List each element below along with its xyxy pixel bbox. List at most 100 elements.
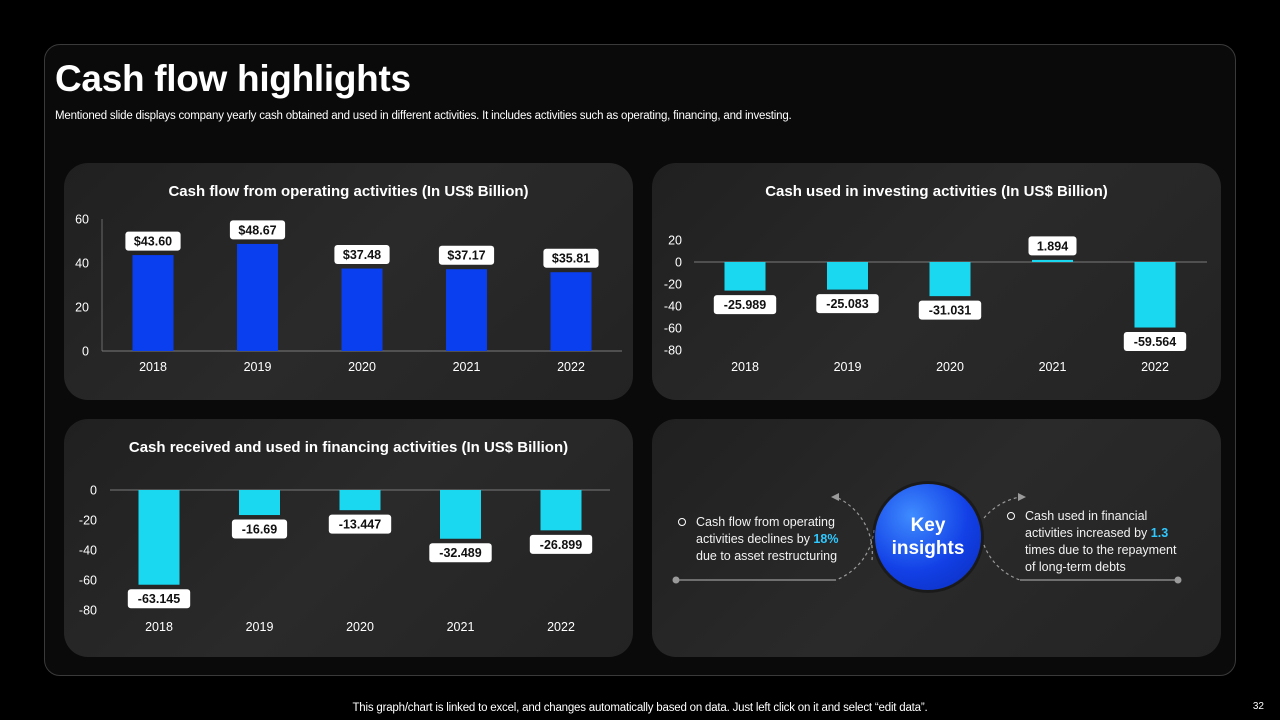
bar-2020[interactable] xyxy=(339,490,381,511)
data-label: -31.031 xyxy=(918,300,982,320)
x-tick-label: 2022 xyxy=(557,360,585,374)
footer-note: This graph/chart is linked to excel, and… xyxy=(352,702,928,714)
bar-2018[interactable] xyxy=(724,262,766,291)
y-tick-label: 20 xyxy=(668,234,682,248)
x-tick-label: 2020 xyxy=(348,360,376,374)
data-label-text: $37.17 xyxy=(447,249,485,263)
x-tick-label: 2019 xyxy=(246,620,274,634)
key-insights-circle: Key insights xyxy=(875,484,981,590)
y-tick-label: -60 xyxy=(79,574,97,588)
x-tick-label: 2019 xyxy=(834,360,862,374)
chart-title: Cash flow from operating activities (In … xyxy=(168,183,529,200)
y-tick-label: 0 xyxy=(90,484,97,498)
data-label: -26.899 xyxy=(529,534,593,554)
bar-2020[interactable] xyxy=(929,262,971,297)
y-tick-label: -40 xyxy=(664,300,682,314)
bar-2019[interactable] xyxy=(237,243,278,351)
data-label-box xyxy=(429,543,492,563)
x-tick-label: 2021 xyxy=(447,620,475,634)
x-tick-label: 2018 xyxy=(731,360,759,374)
financing-activities-panel: Cash received and used in financing acti… xyxy=(64,419,633,657)
insight-left-highlight: 18% xyxy=(813,532,839,546)
page-number: 32 xyxy=(1252,701,1264,712)
bullet-circle-icon xyxy=(1007,512,1015,520)
bar-2018[interactable] xyxy=(138,490,180,585)
insight-left: Cash flow from operating activities decl… xyxy=(678,514,856,565)
data-label: $43.60 xyxy=(125,231,181,251)
bar-2019[interactable] xyxy=(239,490,280,516)
data-label-text: $43.60 xyxy=(134,235,172,249)
bar-2022[interactable] xyxy=(540,490,582,531)
data-label-text: -25.083 xyxy=(826,297,868,311)
y-tick-label: -40 xyxy=(79,544,97,558)
chart-title: Cash used in investing activities (In US… xyxy=(765,183,1108,200)
data-label-box xyxy=(231,519,288,539)
x-tick-label: 2018 xyxy=(145,620,173,634)
bar-2021[interactable] xyxy=(440,490,481,539)
data-label: -25.083 xyxy=(816,294,879,314)
x-tick-label: 2022 xyxy=(547,620,575,634)
data-label-text: -26.899 xyxy=(540,538,582,552)
data-label-text: -59.564 xyxy=(1134,335,1176,349)
data-label: $35.81 xyxy=(543,248,599,268)
y-tick-label: 0 xyxy=(82,345,89,359)
insight-right: Cash used in financial activities increa… xyxy=(1007,508,1190,576)
insight-right-text-end: times due to the repayment of long-term … xyxy=(1025,543,1177,574)
data-label: -63.145 xyxy=(127,589,191,609)
data-label-box xyxy=(816,294,879,314)
page-subtitle: Mentioned slide displays company yearly … xyxy=(55,110,792,122)
data-label-box xyxy=(1123,332,1187,352)
bar-2018[interactable] xyxy=(132,255,174,351)
bar-2021[interactable] xyxy=(1032,259,1073,262)
investing-activities-chart[interactable]: 20 0 -20 -40 -60 -80 2018 -25.989 2019 -25.083 202… xyxy=(652,163,1221,400)
bar-2022[interactable] xyxy=(1134,262,1176,328)
page-title: Cash flow highlights xyxy=(55,58,411,99)
data-label: 1.894 xyxy=(1028,236,1077,256)
data-label-box xyxy=(334,245,390,265)
data-label-box xyxy=(125,231,181,251)
data-label: -25.989 xyxy=(713,295,777,315)
data-label-box xyxy=(713,295,777,315)
data-label-box xyxy=(328,514,392,534)
data-label: $37.17 xyxy=(438,245,495,265)
y-tick-label: 0 xyxy=(675,256,682,270)
y-tick-label: -60 xyxy=(664,322,682,336)
data-label-text: $48.67 xyxy=(238,223,276,237)
bar-2020[interactable] xyxy=(341,268,383,351)
x-tick-label: 2019 xyxy=(244,360,272,374)
data-label: -16.69 xyxy=(231,519,288,539)
operating-activities-panel: Cash flow from operating activities (In … xyxy=(64,163,633,400)
data-label-text: -16.69 xyxy=(242,523,277,537)
data-label-text: -63.145 xyxy=(138,592,180,606)
y-tick-label: -20 xyxy=(79,514,97,528)
y-tick-label: -80 xyxy=(664,344,682,358)
data-label-box xyxy=(1028,236,1077,256)
insight-left-text-end: due to asset restructuring xyxy=(696,549,838,563)
data-label-text: -32.489 xyxy=(439,546,481,560)
operating-activities-chart[interactable]: 60 40 20 0 2018 $43.60 2019 $48.67 2020 $37.48 202… xyxy=(64,163,633,400)
data-label-text: -31.031 xyxy=(929,304,971,318)
chart-title: Cash received and used in financing acti… xyxy=(128,439,569,456)
data-label: $37.48 xyxy=(334,245,390,265)
bar-2022[interactable] xyxy=(550,272,592,351)
data-label-text: $37.48 xyxy=(343,248,381,262)
bar-2019[interactable] xyxy=(827,262,868,290)
data-label: -32.489 xyxy=(429,543,492,563)
insight-left-text: Cash flow from operating activities decl… xyxy=(696,515,835,546)
data-label-text: 1.894 xyxy=(1037,239,1068,253)
data-label-text: $35.81 xyxy=(552,252,590,266)
x-tick-label: 2018 xyxy=(139,360,167,374)
insight-right-highlight: 1.3 xyxy=(1150,526,1169,540)
financing-activities-chart[interactable]: 0 -20 -40 -60 -80 2018 -63.145 2019 -16.69 2020 -1… xyxy=(64,419,633,657)
x-tick-label: 2022 xyxy=(1141,360,1169,374)
x-tick-label: 2021 xyxy=(1039,360,1067,374)
data-label-box xyxy=(529,534,593,554)
data-label-box xyxy=(438,245,495,265)
x-tick-label: 2020 xyxy=(936,360,964,374)
bullet-circle-icon xyxy=(678,518,686,526)
data-label: $48.67 xyxy=(229,220,286,240)
data-label-box xyxy=(229,220,286,240)
data-label-box xyxy=(543,248,599,268)
bar-2021[interactable] xyxy=(446,269,487,351)
data-label-text: -13.447 xyxy=(339,518,381,532)
